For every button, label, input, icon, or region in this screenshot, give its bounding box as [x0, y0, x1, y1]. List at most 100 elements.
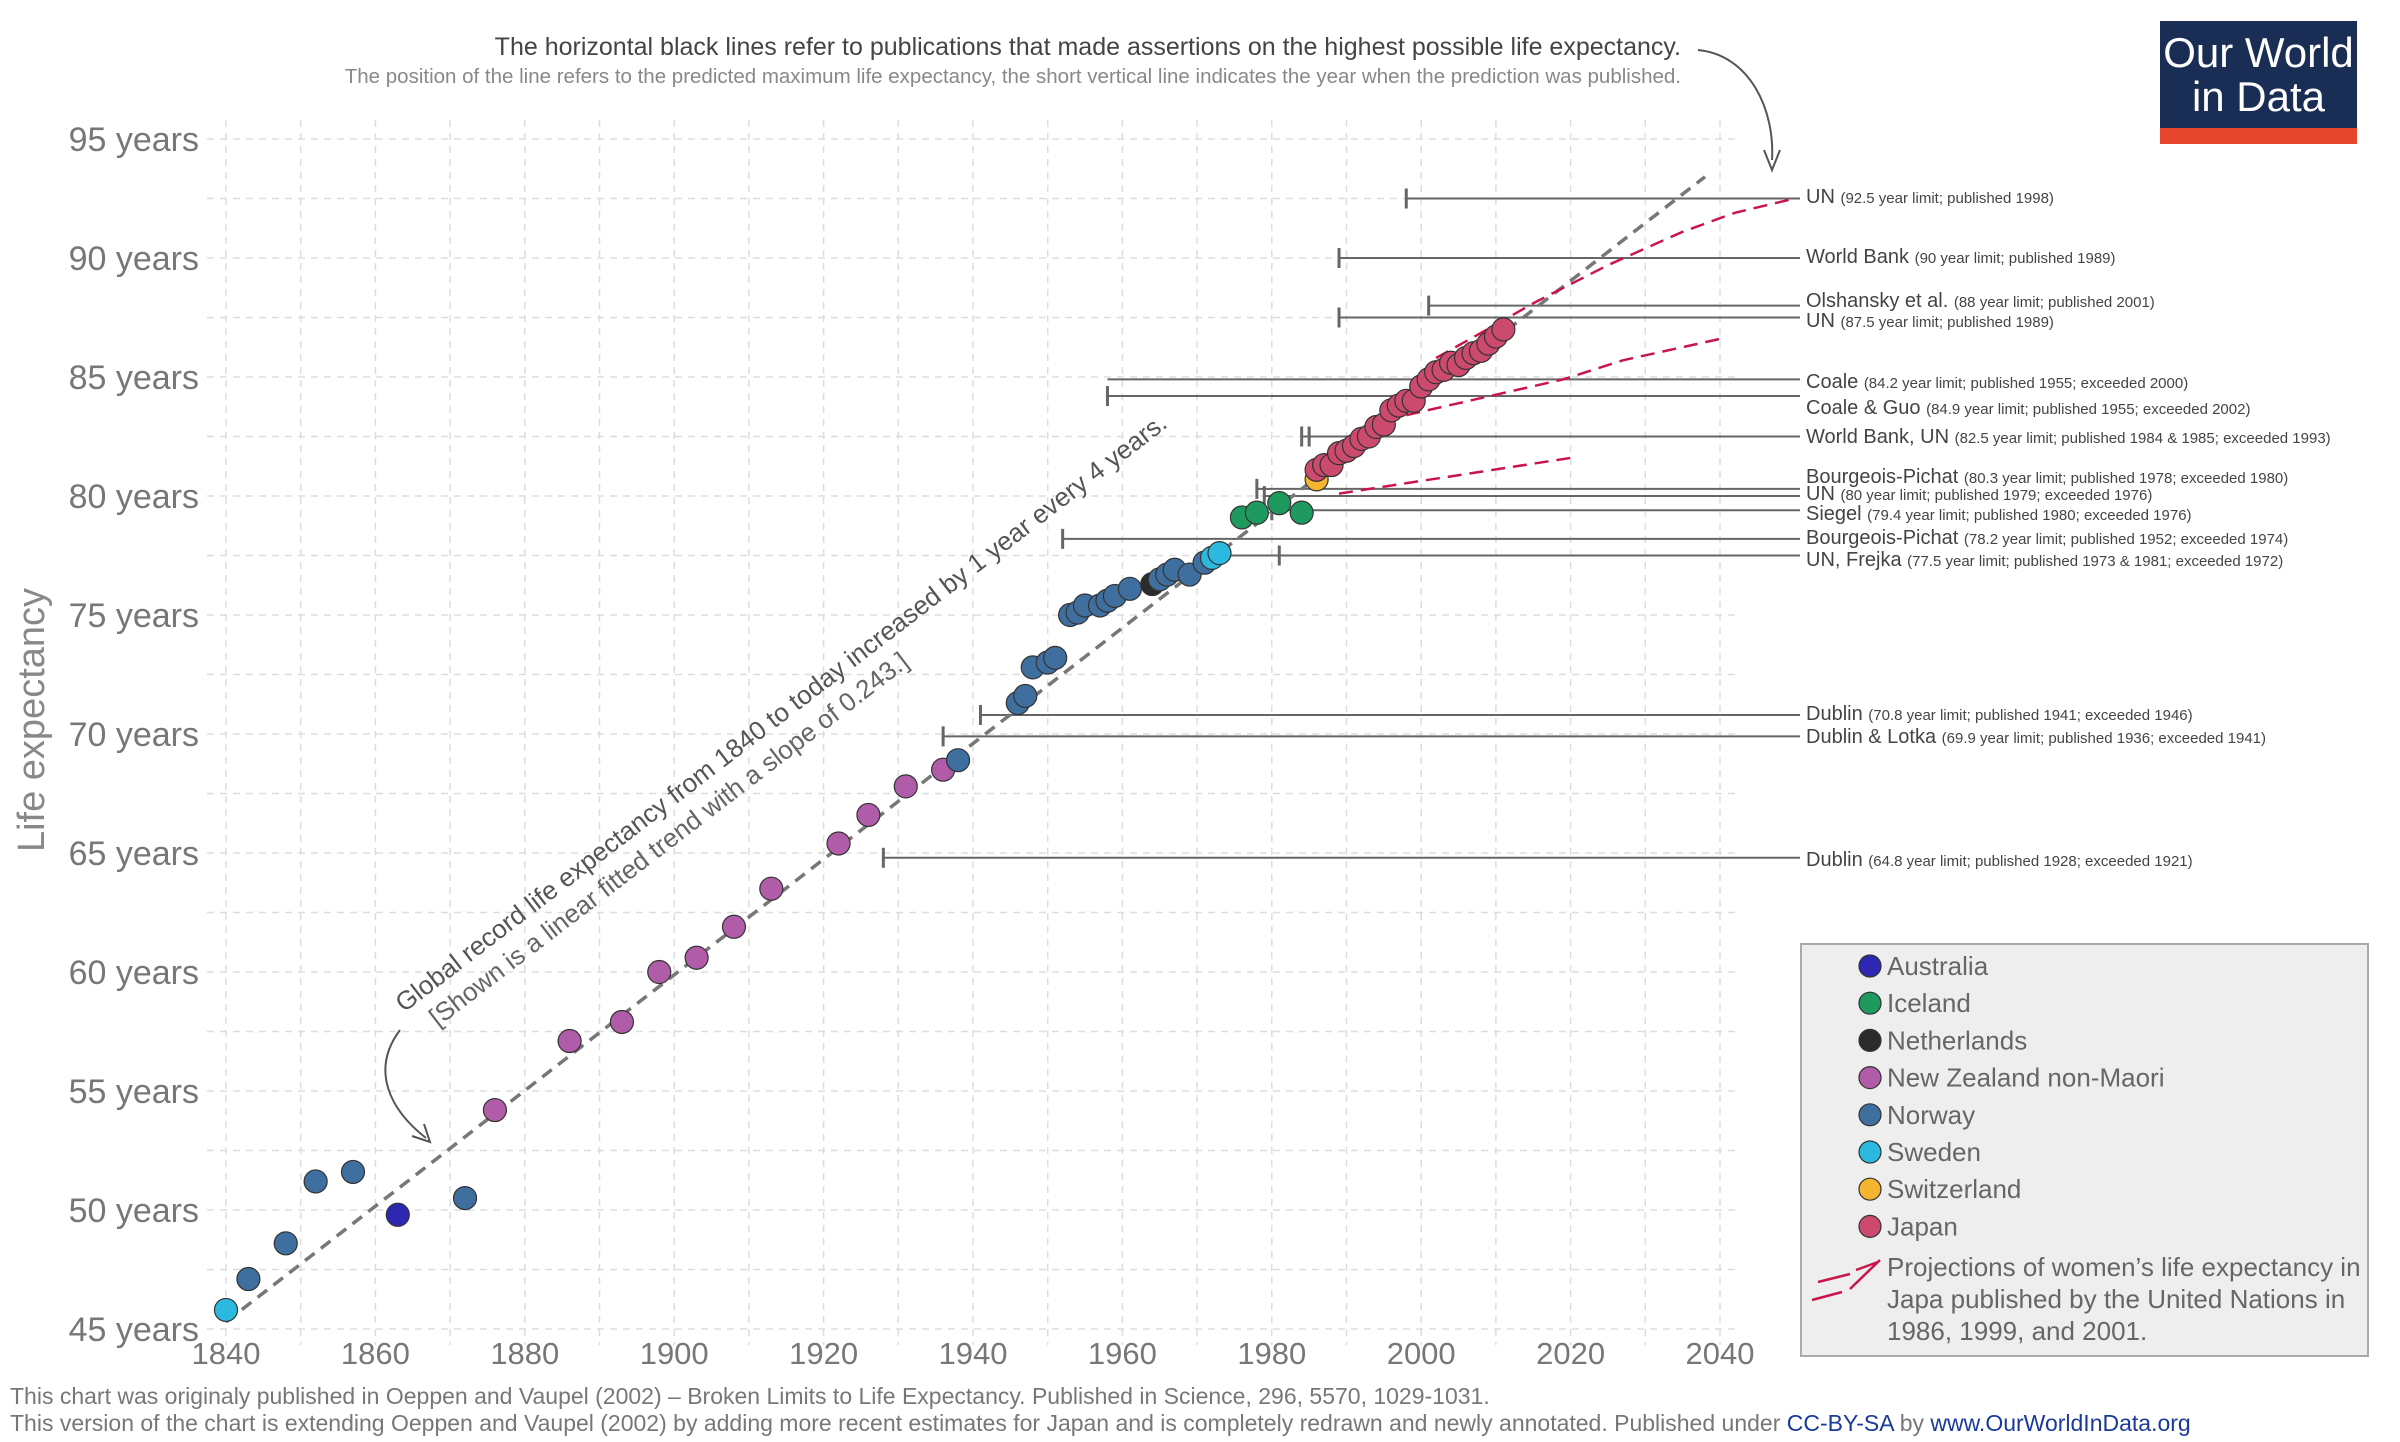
data-point-japan — [1491, 317, 1516, 342]
legend-label: New Zealand non-Maori — [1887, 1063, 2164, 1093]
trend-line — [224, 175, 1707, 1324]
limit-label: Coale (84.2 year limit; published 1955; … — [1806, 371, 2188, 393]
annotation-arrowhead-icon — [411, 1123, 432, 1144]
limit-label-name: Coale — [1806, 371, 1864, 393]
limit-label-name: Bourgeois-Pichat — [1806, 466, 1964, 488]
y-tick-label: 70 years — [69, 716, 199, 754]
legend-swatch — [1858, 954, 1882, 978]
limit-label-name: Dublin & Lotka — [1806, 726, 1942, 748]
limit-label: Dublin (70.8 year limit; published 1941;… — [1806, 703, 2193, 725]
data-point-sweden — [1207, 541, 1232, 566]
y-tick-label: 50 years — [69, 1192, 199, 1230]
header-line-1: The horizontal black lines refer to publ… — [495, 33, 1681, 61]
data-point-new-zealand-non-maori — [647, 959, 672, 985]
limit-label-detail: (90 year limit; published 1989) — [1915, 250, 2116, 267]
limit-label-detail: (79.4 year limit; published 1980; exceed… — [1867, 507, 2191, 524]
y-tick-label: 80 years — [69, 478, 199, 516]
data-point-norway — [1013, 683, 1038, 709]
limit-lines: UN (92.5 year limit; published 1998) Worl… — [881, 186, 2331, 871]
data-point-new-zealand-non-maori — [721, 914, 747, 939]
legend-box — [1800, 943, 2369, 1357]
x-tick-label: 1860 — [341, 1336, 410, 1371]
data-point-norway — [1043, 645, 1068, 670]
data-point-norway — [236, 1266, 261, 1292]
license-link[interactable]: CC-BY-SA — [1786, 1410, 1894, 1436]
x-tick-label: 1880 — [490, 1336, 559, 1371]
header-arrowhead-icon — [1763, 149, 1781, 173]
legend-label: Australia — [1887, 951, 1989, 981]
limit-label-detail: (87.5 year limit; published 1989) — [1840, 314, 2053, 331]
y-tick-label: 75 years — [69, 597, 199, 635]
legend: Australia Iceland Netherlands New Zealand n… — [1800, 943, 2369, 1357]
limit-label-name: World Bank — [1806, 246, 1915, 268]
x-tick-label: 1940 — [939, 1336, 1008, 1371]
limit-label: UN, Frejka (77.5 year limit; published 1… — [1806, 549, 2283, 571]
limit-label: UN (92.5 year limit; published 1998) — [1806, 186, 2054, 208]
legend-projection-swatch — [1811, 1259, 1881, 1302]
limit-label: World Bank (90 year limit; published 198… — [1806, 246, 2116, 268]
data-point-iceland — [1244, 500, 1269, 525]
limit-label-detail: (84.9 year limit; published 1955; exceed… — [1926, 401, 2250, 418]
limit-label-name: Olshansky et al. — [1806, 290, 1954, 312]
limit-label: World Bank, UN (82.5 year limit; publish… — [1806, 426, 2331, 448]
data-point-new-zealand-non-maori — [557, 1028, 582, 1054]
projection-lines — [1338, 197, 1795, 495]
limit-label: Siegel (79.4 year limit; published 1980;… — [1806, 503, 2192, 525]
limit-label-detail: (82.5 year limit; published 1984 & 1985;… — [1955, 430, 2331, 447]
our-world-in-data-logo[interactable]: Our World in Data — [2160, 21, 2357, 144]
trend-annotation: Global record life expectancy from 1840 … — [389, 407, 1172, 1032]
limit-label-detail: (69.9 year limit; published 1936; exceed… — [1942, 730, 2266, 747]
legend-swatch — [1858, 1028, 1882, 1053]
site-link[interactable]: www.OurWorldInData.org — [1930, 1410, 2191, 1436]
legend-projection-label: 1986, 1999, and 2001. — [1887, 1316, 2147, 1346]
limit-label-detail: (92.5 year limit; published 1998) — [1840, 190, 2053, 207]
data-point-norway — [1117, 576, 1142, 601]
x-tick-label: 1920 — [789, 1336, 858, 1371]
logo-bar — [2160, 128, 2357, 144]
trend-annotation-line-1: Global record life expectancy from 1840 … — [389, 407, 1172, 1018]
data-point-new-zealand-non-maori — [759, 876, 784, 901]
legend-swatch — [1858, 1177, 1882, 1201]
header-line-2: The position of the line refers to the p… — [345, 65, 1681, 88]
annotation-arrow-icon — [384, 1029, 427, 1139]
limit-label-detail: (70.8 year limit; published 1941; exceed… — [1868, 707, 2192, 724]
legend-swatch — [1858, 1140, 1882, 1164]
data-point-norway — [945, 748, 971, 773]
data-point-australia — [385, 1202, 410, 1227]
y-tick-label: 60 years — [69, 954, 199, 992]
legend-label: Netherlands — [1887, 1025, 2027, 1055]
limit-label-name: UN — [1806, 310, 1840, 332]
limit-label: Dublin (64.8 year limit; published 1928;… — [1806, 849, 2193, 871]
limit-label-detail: (64.8 year limit; published 1928; exceed… — [1868, 853, 2192, 870]
footer-source: This chart was originaly published in Oe… — [10, 1383, 1490, 1409]
limit-label: UN (87.5 year limit; published 1989) — [1806, 310, 2054, 332]
data-points — [213, 317, 1516, 1323]
legend-label: Norway — [1887, 1100, 1975, 1130]
data-point-sweden — [213, 1297, 239, 1323]
data-point-new-zealand-non-maori — [826, 831, 851, 856]
limit-label-detail: (78.2 year limit; published 1952; exceed… — [1964, 531, 2288, 548]
legend-swatch — [1858, 1065, 1882, 1090]
limit-label-name: UN — [1806, 483, 1840, 505]
limit-label: UN (80 year limit; published 1979; excee… — [1806, 483, 2152, 505]
grid — [207, 120, 1737, 1345]
limit-label-name: World Bank, UN — [1806, 426, 1955, 448]
legend-swatch — [1858, 1214, 1882, 1239]
legend-swatch — [1858, 1103, 1882, 1127]
limit-label-detail: (80 year limit; published 1979; exceeded… — [1840, 487, 2152, 504]
data-point-new-zealand-non-maori — [609, 1009, 635, 1035]
footer-note-text: This version of the chart is extending O… — [10, 1410, 1781, 1436]
limit-label: Dublin & Lotka (69.9 year limit; publish… — [1806, 726, 2266, 748]
y-tick-label: 85 years — [69, 359, 199, 397]
limit-label-name: Coale & Guo — [1806, 397, 1926, 419]
data-point-new-zealand-non-maori — [856, 802, 881, 828]
data-point-new-zealand-non-maori — [482, 1097, 508, 1123]
limit-label-name: Siegel — [1806, 503, 1867, 525]
data-point-new-zealand-non-maori — [893, 774, 918, 799]
data-point-norway — [452, 1185, 478, 1211]
y-tick-label: 65 years — [69, 835, 199, 873]
y-axis-title: Life expectancy — [11, 588, 53, 852]
x-tick-label: 2020 — [1536, 1336, 1605, 1371]
x-tick-label: 1840 — [192, 1336, 261, 1371]
